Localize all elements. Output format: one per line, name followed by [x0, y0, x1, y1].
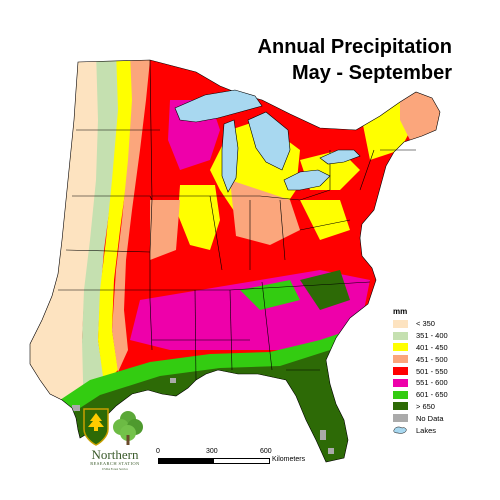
scale-bar-graphic	[158, 458, 270, 464]
legend-label: 551 - 600	[416, 378, 448, 388]
legend-item: 351 - 400	[393, 330, 493, 342]
scale-bar-fill	[159, 459, 214, 463]
legend-item: 551 - 600	[393, 377, 493, 389]
scale-unit: Kilometers	[272, 456, 306, 463]
scale-tick-600: 600	[260, 448, 272, 455]
legend-swatch	[393, 414, 408, 423]
legend-label: 401 - 450	[416, 342, 448, 352]
legend-unit: mm	[393, 307, 408, 316]
legend-item: 451 - 500	[393, 353, 493, 365]
org-subtitle: RESEARCH STATION	[90, 461, 140, 466]
org-name: Northern	[91, 447, 139, 462]
legend-label: > 650	[416, 401, 435, 411]
legend-label: < 350	[416, 319, 435, 329]
legend-swatch	[393, 390, 408, 399]
legend-item-lakes: Lakes	[393, 424, 493, 436]
legend-swatch	[393, 343, 408, 352]
great-lakes	[174, 89, 361, 193]
legend-item: 501 - 550	[393, 365, 493, 377]
tree-icon	[113, 411, 143, 445]
legend-label: No Data	[416, 413, 444, 423]
legend-label: 601 - 650	[416, 390, 448, 400]
usfs-logo	[83, 408, 143, 446]
legend-item: > 650	[393, 401, 493, 413]
legend-swatch	[393, 402, 408, 411]
org-tiny-text: USDA Forest Service	[102, 467, 128, 471]
scale-bar: 0 300 600 Kilometers	[150, 448, 305, 472]
lake-icon	[393, 426, 407, 434]
legend-label: 451 - 500	[416, 354, 448, 364]
legend-item: 401 - 450	[393, 342, 493, 354]
scale-tick-300: 300	[206, 448, 218, 455]
map-title-line1: Annual Precipitation	[257, 36, 452, 58]
legend-swatch	[393, 367, 408, 376]
legend: mm < 350 351 - 400 401 - 450 451 - 500 5…	[393, 306, 493, 436]
map-title-line2: May - September	[291, 62, 452, 84]
state-boundaries	[29, 59, 441, 463]
legend-swatch	[393, 378, 408, 387]
legend-item: 601 - 650	[393, 389, 493, 401]
legend-label: 501 - 550	[416, 366, 448, 376]
legend-item: < 350	[393, 318, 493, 330]
legend-swatch	[393, 331, 408, 340]
legend-label-lakes: Lakes	[416, 425, 437, 435]
legend-swatch	[393, 319, 408, 328]
legend-item: No Data	[393, 412, 493, 424]
legend-label: 351 - 400	[416, 331, 448, 341]
legend-swatch	[393, 355, 408, 364]
scale-tick-0: 0	[156, 448, 160, 455]
northern-research-station-logo: Northern RESEARCH STATION USDA Forest Se…	[80, 448, 150, 471]
